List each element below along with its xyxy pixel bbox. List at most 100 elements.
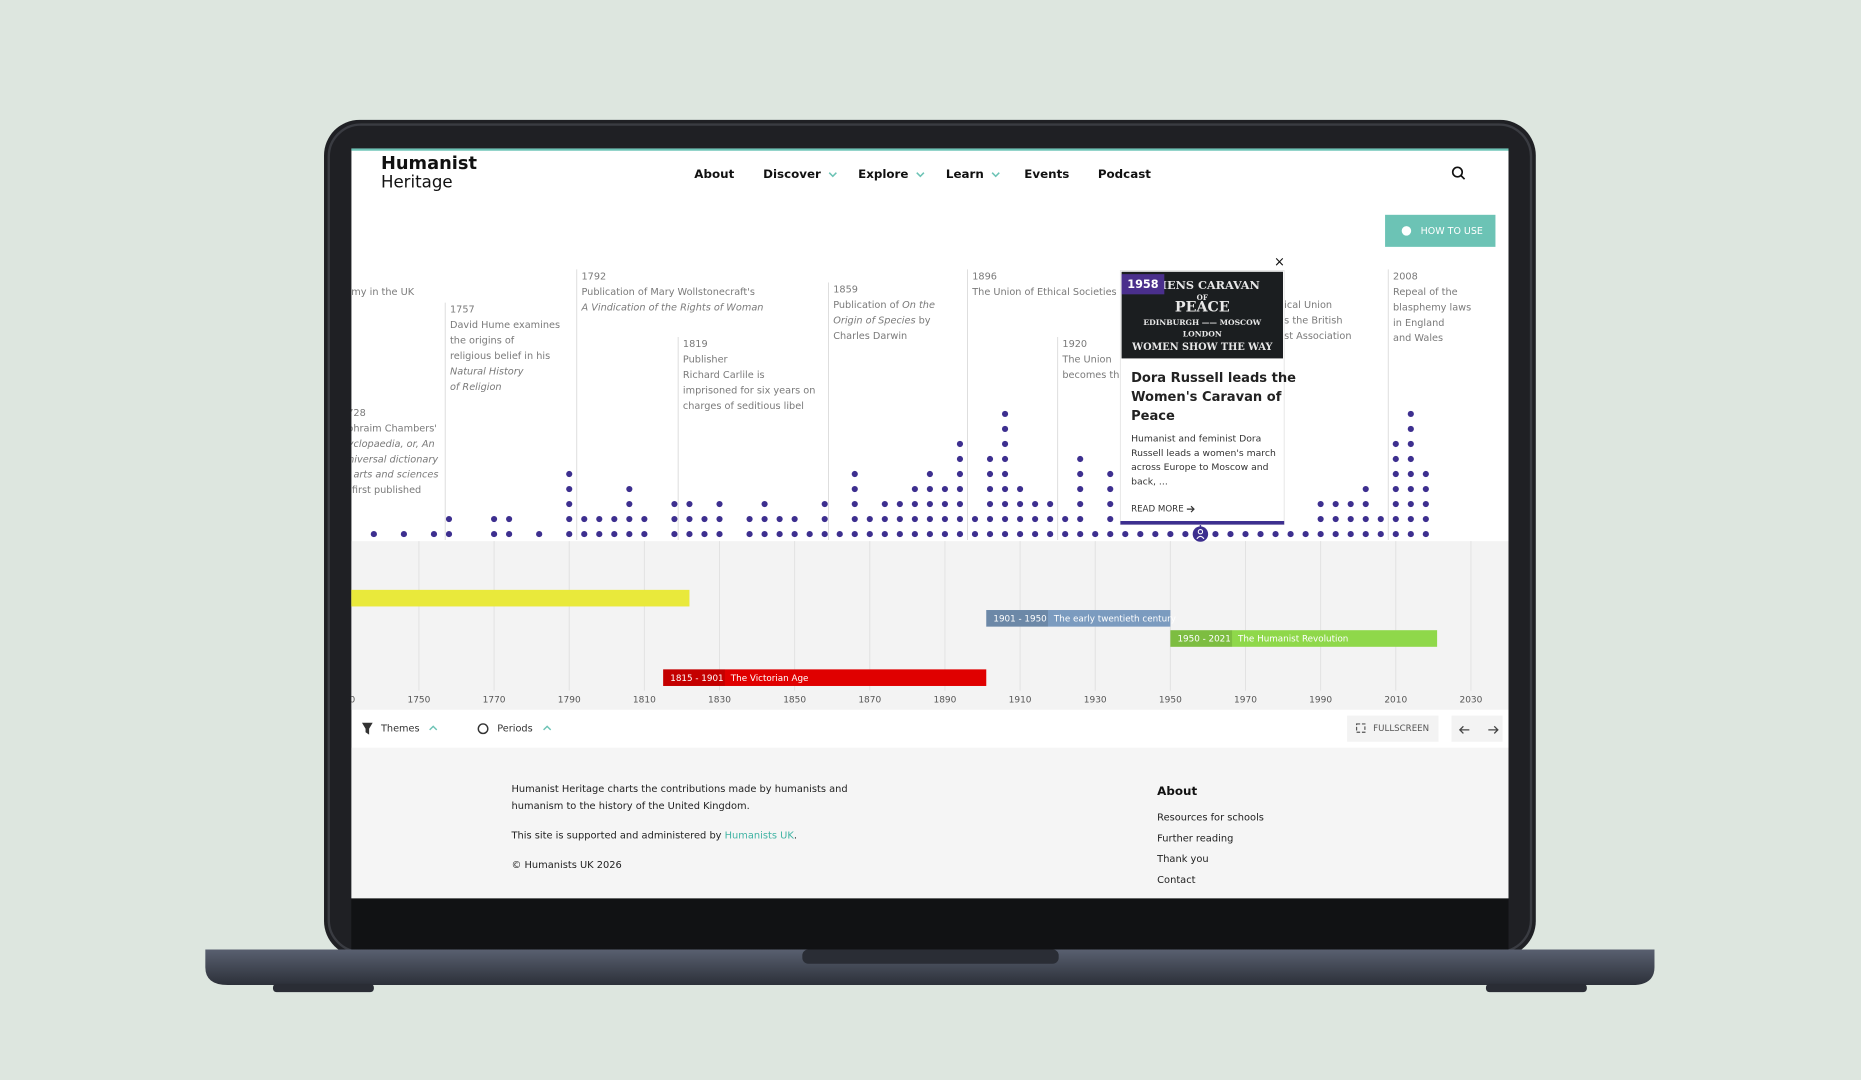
event-dot[interactable] <box>761 500 768 508</box>
event-dot[interactable] <box>566 485 573 493</box>
event-dot[interactable] <box>626 530 633 538</box>
search-icon[interactable] <box>1451 166 1464 178</box>
event-dot[interactable] <box>1392 485 1399 493</box>
event-dot[interactable] <box>1077 530 1084 538</box>
nav-link[interactable]: Podcast <box>1098 167 1151 181</box>
event-dot[interactable] <box>956 455 964 463</box>
event-dot[interactable] <box>506 530 513 538</box>
event-dot[interactable] <box>956 530 964 538</box>
event-dot[interactable] <box>1242 530 1249 538</box>
event-dot[interactable] <box>851 470 858 478</box>
event-dot[interactable] <box>776 515 783 523</box>
nav-link[interactable]: Learn <box>946 167 984 181</box>
event-dot[interactable] <box>1392 530 1399 538</box>
event-dot[interactable] <box>761 530 768 538</box>
event-dot[interactable] <box>1227 530 1234 538</box>
event-dot[interactable] <box>1077 515 1084 523</box>
event-dot[interactable] <box>776 530 783 538</box>
event-dot[interactable] <box>1422 530 1429 538</box>
event-dot[interactable] <box>1377 515 1384 523</box>
footer-link[interactable]: Resources for schools <box>1157 813 1264 824</box>
event-dot[interactable] <box>1407 455 1414 463</box>
prev-arrow[interactable] <box>1458 725 1470 734</box>
event-dot[interactable] <box>1107 500 1114 508</box>
event-dot[interactable] <box>986 455 994 463</box>
footer-link[interactable]: Further reading <box>1157 833 1233 844</box>
toolbar-button[interactable]: Themes <box>380 724 420 735</box>
event-dot[interactable] <box>1077 485 1084 493</box>
event-dot[interactable] <box>370 530 377 538</box>
event-dot[interactable] <box>1167 530 1174 538</box>
button-label[interactable]: HOW TO USE <box>1421 226 1483 237</box>
event-dot[interactable] <box>911 530 918 538</box>
nav-link[interactable]: About <box>694 167 734 181</box>
event-dot[interactable] <box>896 515 903 523</box>
event-dot[interactable] <box>986 530 994 538</box>
event-dot[interactable] <box>1107 470 1114 478</box>
event-dot[interactable] <box>701 530 708 538</box>
event-dot[interactable] <box>1302 530 1309 538</box>
toolbar-button[interactable]: Periods <box>497 724 532 735</box>
event-dot[interactable] <box>1392 455 1399 463</box>
event-dot[interactable] <box>1152 530 1159 538</box>
event-dot[interactable] <box>1137 530 1144 538</box>
event-dot[interactable] <box>1407 440 1414 448</box>
footer-link[interactable]: Contact <box>1157 875 1195 886</box>
event-dot[interactable] <box>926 500 933 508</box>
event-dot[interactable] <box>956 515 964 523</box>
event-dot[interactable] <box>566 515 573 523</box>
event-dot[interactable] <box>490 530 498 538</box>
event-dot[interactable] <box>896 530 903 538</box>
event-dot[interactable] <box>746 515 753 523</box>
event-dot[interactable] <box>1016 515 1024 523</box>
event-dot[interactable] <box>851 530 858 538</box>
event-dot[interactable] <box>1032 500 1039 508</box>
event-dot[interactable] <box>1317 530 1324 538</box>
event-dot[interactable] <box>430 530 438 538</box>
event-dot[interactable] <box>581 530 588 538</box>
event-dot[interactable] <box>821 530 828 538</box>
event-dot[interactable] <box>1016 530 1024 538</box>
event-dot[interactable] <box>1001 500 1009 508</box>
event-dot[interactable] <box>926 530 933 538</box>
event-dot[interactable] <box>566 530 573 538</box>
event-dot[interactable] <box>1182 530 1189 538</box>
event-dot[interactable] <box>596 530 603 538</box>
event-dot[interactable] <box>791 515 798 523</box>
event-dot[interactable] <box>611 515 618 523</box>
logo-line[interactable]: Heritage <box>381 172 453 191</box>
event-dot[interactable] <box>821 500 828 508</box>
event-dot[interactable] <box>836 530 843 538</box>
next-arrow[interactable] <box>1488 725 1499 734</box>
event-dot[interactable] <box>1122 530 1129 538</box>
event-dot[interactable] <box>716 515 723 523</box>
event-dot[interactable] <box>671 500 678 508</box>
event-dot[interactable] <box>881 515 888 523</box>
event-dot[interactable] <box>1407 470 1414 478</box>
event-dot[interactable] <box>716 500 723 508</box>
event-dot[interactable] <box>1107 485 1114 493</box>
event-dot[interactable] <box>1047 530 1054 538</box>
event-dot[interactable] <box>911 500 918 508</box>
event-dot[interactable] <box>1422 470 1429 478</box>
logo-line[interactable]: Humanist <box>381 153 477 174</box>
period-bar[interactable] <box>306 589 690 607</box>
event-dot[interactable] <box>626 485 633 493</box>
event-dot[interactable] <box>1407 515 1414 523</box>
event-dot[interactable] <box>1272 530 1279 538</box>
event-dot[interactable] <box>1077 470 1084 478</box>
event-dot[interactable] <box>1347 500 1354 508</box>
event-dot[interactable] <box>566 500 573 508</box>
event-dot[interactable] <box>926 515 933 523</box>
read-more[interactable]: READ MORE <box>1131 505 1184 515</box>
event-dot[interactable] <box>641 530 648 538</box>
event-dot[interactable] <box>866 515 873 523</box>
event-dot[interactable] <box>1062 515 1069 523</box>
event-dot[interactable] <box>851 515 858 523</box>
event-dot[interactable] <box>1092 530 1099 538</box>
event-dot[interactable] <box>866 530 873 538</box>
event-dot[interactable] <box>1407 500 1414 508</box>
event-dot[interactable] <box>1407 425 1414 433</box>
event-dot[interactable] <box>1347 515 1354 523</box>
event-dot[interactable] <box>911 485 918 493</box>
